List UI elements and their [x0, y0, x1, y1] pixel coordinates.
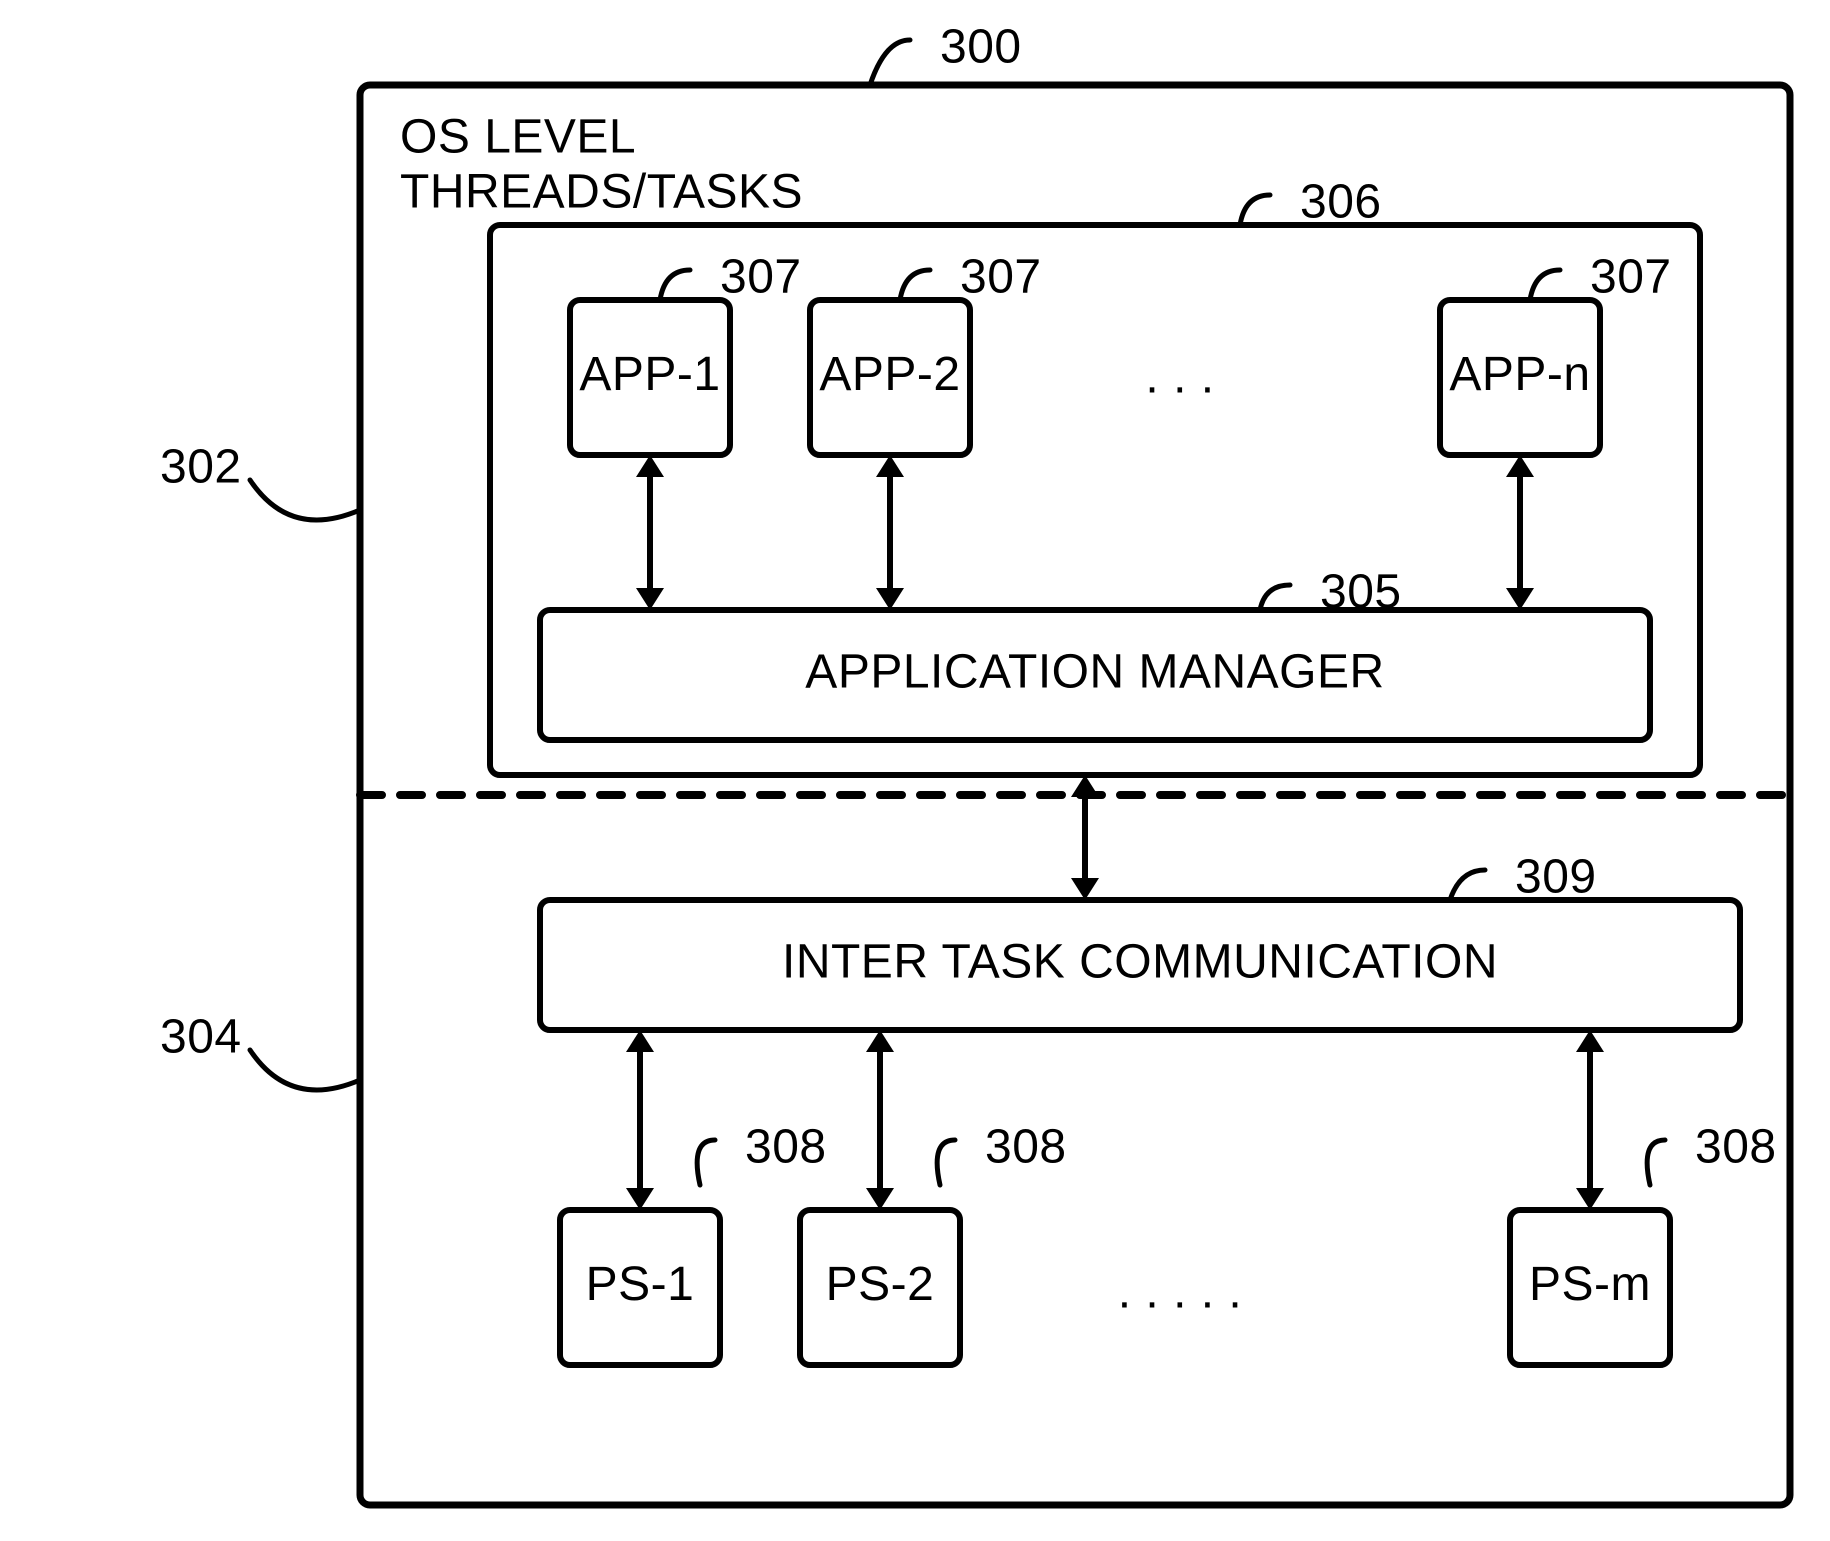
arrow-a3 — [1506, 455, 1534, 610]
arrow-a2 — [876, 455, 904, 610]
arrow-a5 — [626, 1030, 654, 1210]
arrow-a4 — [1071, 775, 1099, 900]
arrow-a1 — [636, 455, 664, 610]
ps1-label: PS-1 — [586, 1258, 695, 1311]
app2-label: APP-2 — [819, 348, 960, 401]
ref-309: 309 — [1515, 851, 1597, 904]
app2-ref: 307 — [960, 251, 1042, 304]
ref-300: 300 — [940, 21, 1022, 74]
application-manager-label: APPLICATION MANAGER — [805, 646, 1384, 699]
ref-305: 305 — [1320, 566, 1402, 619]
ref-306: 306 — [1300, 176, 1382, 229]
ref-302: 302 — [160, 441, 242, 494]
ps-ellipsis: . . . . . — [1118, 1266, 1243, 1319]
psm-ref-hook — [1647, 1140, 1665, 1185]
psm-ref: 308 — [1695, 1121, 1777, 1174]
app1-label: APP-1 — [579, 348, 720, 401]
app-ellipsis: . . . — [1145, 351, 1214, 404]
psm-label: PS-m — [1529, 1258, 1651, 1311]
ps1-ref-hook — [697, 1140, 715, 1185]
itc-label: INTER TASK COMMUNICATION — [782, 936, 1498, 989]
ref-309-hook — [1450, 870, 1485, 900]
ps2-label: PS-2 — [826, 1258, 935, 1311]
appn-label: APP-n — [1449, 348, 1590, 401]
ref-305-hook — [1260, 585, 1290, 610]
ps2-ref-hook — [937, 1140, 955, 1185]
arrow-a7 — [1576, 1030, 1604, 1210]
app1-ref-hook — [660, 270, 690, 300]
appn-ref-hook — [1530, 270, 1560, 300]
ref-302-hook — [250, 480, 360, 520]
app2-ref-hook — [900, 270, 930, 300]
ref-304-hook — [250, 1050, 360, 1090]
app1-ref: 307 — [720, 251, 802, 304]
outer-title-1: OS LEVEL — [400, 111, 636, 164]
appn-ref: 307 — [1590, 251, 1672, 304]
ref-300-hook — [870, 40, 910, 85]
ps1-ref: 308 — [745, 1121, 827, 1174]
ps2-ref: 308 — [985, 1121, 1067, 1174]
outer-title-2: THREADS/TASKS — [400, 166, 803, 219]
ref-306-hook — [1240, 195, 1270, 225]
arrow-a6 — [866, 1030, 894, 1210]
ref-304: 304 — [160, 1011, 242, 1064]
